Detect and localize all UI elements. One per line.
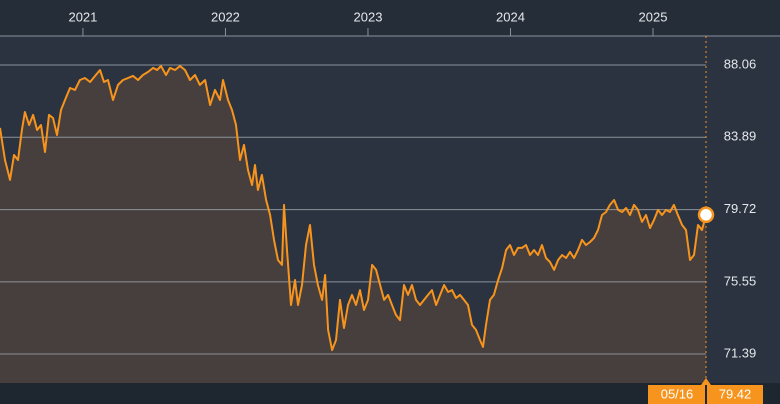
y-tick-label: 88.06 (724, 56, 757, 71)
y-tick-label: 75.55 (724, 273, 757, 288)
last-value-label: 79.42 (719, 386, 752, 401)
x-tick-label: 2022 (211, 9, 240, 24)
x-tick-label: 2024 (496, 9, 525, 24)
last-point (697, 206, 715, 224)
y-tick-label: 71.39 (724, 345, 757, 360)
x-tick-label: 2021 (68, 9, 97, 24)
footer-band (0, 383, 780, 404)
area (0, 66, 706, 383)
x-tick-label: 2025 (639, 9, 668, 24)
x-axis-band (0, 0, 780, 36)
date-badge (648, 385, 705, 404)
value-badge (707, 385, 763, 404)
y-tick-label: 79.72 (724, 201, 757, 216)
last-date-label: 05/16 (661, 386, 694, 401)
y-tick-label: 83.89 (724, 129, 757, 144)
badge-pointer (701, 378, 711, 385)
x-tick-label: 2023 (354, 9, 383, 24)
line (0, 65, 707, 352)
